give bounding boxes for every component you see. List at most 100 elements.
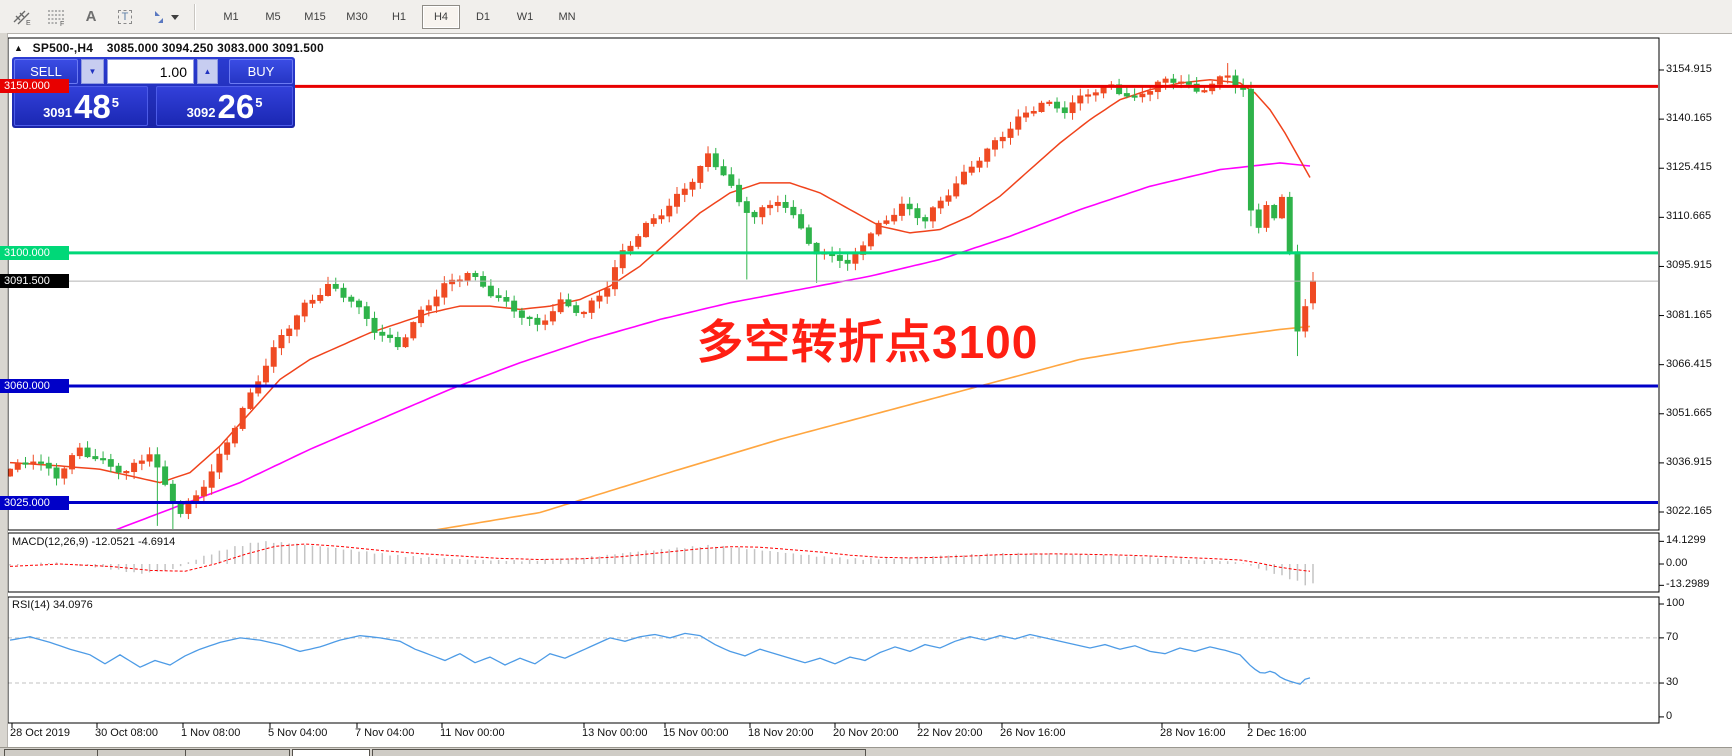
volume-decrease-button[interactable]: ▼ [81, 59, 104, 84]
chart-tab[interactable] [372, 749, 866, 756]
candle-body [1309, 280, 1316, 304]
svg-text:E: E [26, 20, 31, 27]
candle-body [495, 295, 502, 299]
timeframe-button-m30[interactable]: M30 [346, 10, 368, 23]
time-axis-label: 2 Dec 16:00 [1247, 727, 1307, 739]
buy-price-button[interactable]: 3092 26 5 [156, 86, 293, 126]
candle-body [976, 160, 983, 168]
candle-body [790, 206, 797, 216]
candle-body [1247, 88, 1254, 211]
candle-body [1007, 128, 1014, 138]
candle-body [511, 300, 518, 312]
candle-body [472, 273, 479, 277]
current-price-tag: 3091.500 [0, 274, 69, 289]
candle-body [371, 317, 378, 333]
text-label-icon[interactable]: T [109, 3, 141, 31]
candle-body [449, 279, 456, 285]
candle-body [69, 455, 76, 470]
candle-body [348, 296, 355, 302]
one-click-trading-panel: SELL ▼ 1.00 ▲ BUY 3091 48 5 3092 26 5 [12, 57, 295, 128]
time-axis-label: 30 Oct 08:00 [95, 727, 158, 739]
candle-body [387, 334, 394, 339]
price-axis-value: 3051.665 [1666, 406, 1712, 419]
candle-body [689, 181, 696, 190]
buy-button[interactable]: BUY [229, 59, 293, 84]
candle-body [1030, 110, 1037, 114]
rsi-panel-border [7, 596, 1660, 724]
candle-body [239, 407, 246, 429]
candle-body [433, 296, 440, 307]
candle-body [224, 442, 231, 455]
candle-body [1178, 81, 1185, 84]
candle-body [115, 465, 122, 473]
timeframe-button-d1[interactable]: D1 [475, 10, 491, 23]
price-axis-value: 3022.165 [1666, 504, 1712, 517]
candle-body [1092, 92, 1099, 96]
timeframe-button-h1[interactable]: H1 [391, 10, 407, 23]
candle-body [611, 267, 618, 290]
bid-price-point: 5 [111, 95, 119, 110]
candle-body [138, 460, 145, 464]
timeframe-button-mn[interactable]: MN [558, 10, 576, 23]
time-axis-label: 20 Nov 20:00 [833, 727, 899, 739]
candle-body [805, 227, 812, 244]
candle-body [278, 335, 285, 349]
text-annotation-icon[interactable]: A [85, 8, 97, 25]
chart-tab-active[interactable] [292, 749, 370, 756]
candle-body [1224, 75, 1231, 78]
timeframe-button-m5[interactable]: M5 [265, 10, 281, 23]
candle-body [1216, 76, 1223, 85]
chart-tab[interactable] [4, 749, 290, 756]
collapse-arrow-icon[interactable]: ▲ [14, 43, 24, 53]
candle-body [580, 311, 587, 315]
candle-body [860, 245, 867, 255]
timeframe-button-m15[interactable]: M15 [304, 10, 326, 23]
time-axis-label: 28 Nov 16:00 [1160, 727, 1226, 739]
arrows-objects-icon[interactable] [143, 3, 185, 31]
rsi-panel[interactable] [8, 597, 1659, 723]
rsi-axis-value: 100 [1666, 597, 1685, 609]
candle-body [92, 456, 99, 460]
time-axis-label: 18 Nov 20:00 [748, 727, 814, 739]
candle-body [1023, 112, 1030, 118]
candle-body [642, 222, 649, 238]
price-axis-value: 3140.165 [1666, 112, 1712, 125]
chart-text-annotation[interactable]: 多空转折点3100 [697, 316, 1039, 368]
candle-body [984, 148, 991, 162]
candle-body [565, 299, 572, 307]
volume-increase-button[interactable]: ▲ [197, 59, 218, 84]
candle-body [162, 466, 169, 485]
candle-body [410, 322, 417, 339]
candle-body [464, 273, 471, 281]
macd-panel[interactable] [8, 533, 1659, 592]
timeframe-button-w1[interactable]: W1 [516, 10, 534, 23]
candle-body [968, 166, 975, 173]
candle-body [596, 295, 603, 302]
candle-body [542, 320, 549, 325]
candle-body [1232, 75, 1239, 87]
window-left-edge [0, 33, 8, 755]
candle-body [953, 183, 960, 197]
fibonacci-retracement-icon[interactable]: F [41, 3, 73, 31]
candle-body [208, 471, 215, 488]
chart-tab-divider [185, 749, 186, 756]
time-axis-label: 11 Nov 00:00 [440, 727, 505, 739]
candle-body [379, 331, 386, 336]
equidistant-channel-icon[interactable]: E [7, 3, 39, 31]
macd-panel-border [7, 532, 1660, 593]
candle-body [798, 214, 805, 229]
candle-body [518, 310, 525, 318]
price-axis-value: 3110.665 [1666, 210, 1712, 223]
macd-axis-value: 14.1299 [1666, 534, 1706, 547]
candle-body [705, 153, 712, 167]
timeframe-button-m1[interactable]: M1 [223, 10, 239, 23]
timeframe-button-h4[interactable]: H4 [422, 4, 460, 29]
candle-body [487, 285, 494, 297]
volume-input[interactable]: 1.00 [107, 59, 194, 84]
candle-body [200, 486, 207, 497]
candle-body [1162, 78, 1169, 83]
candle-body [929, 207, 936, 222]
candle-body [922, 217, 929, 222]
